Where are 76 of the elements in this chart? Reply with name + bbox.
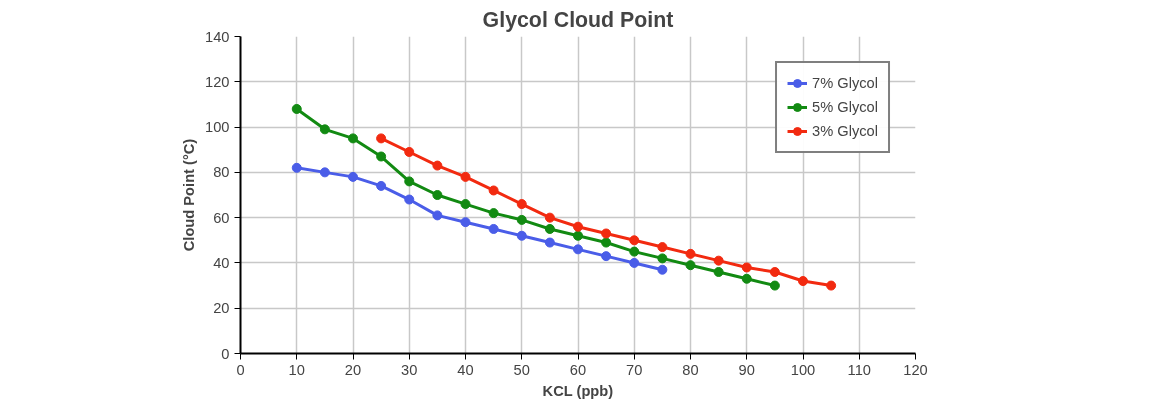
point: [291, 103, 302, 114]
point: [376, 133, 387, 144]
point: [319, 124, 330, 135]
point: [488, 208, 499, 219]
x-tick-label: 110: [847, 361, 871, 378]
point: [460, 199, 471, 210]
x-tick-label: 50: [513, 361, 530, 378]
point: [601, 228, 612, 239]
legend-label: 5% Glycol: [812, 99, 878, 115]
point: [769, 280, 780, 291]
point: [601, 251, 612, 262]
point: [404, 194, 415, 205]
x-tick-label: 40: [457, 361, 474, 378]
point: [348, 133, 358, 144]
x-axis-title: KCL (ppb): [542, 382, 614, 399]
point: [685, 248, 696, 259]
point: [573, 230, 583, 241]
point: [629, 257, 640, 268]
y-tick-label: 100: [205, 119, 230, 136]
x-tick-label: 0: [236, 361, 245, 378]
point: [573, 244, 583, 255]
point: [432, 160, 443, 171]
x-tick-label: 120: [903, 361, 928, 378]
point: [348, 171, 358, 182]
point: [404, 176, 415, 187]
x-tick-label: 20: [344, 361, 362, 378]
point: [291, 162, 302, 173]
y-axis-title: Cloud Point (°C): [181, 138, 198, 252]
point: [432, 210, 443, 221]
chart-title: Glycol Cloud Point: [482, 7, 674, 32]
y-tick-label: 20: [213, 300, 230, 317]
point: [516, 214, 527, 225]
point: [488, 185, 499, 196]
point: [404, 146, 415, 157]
point: [319, 167, 330, 178]
y-tick-label: 120: [205, 73, 230, 90]
point: [713, 255, 724, 266]
y-tick-label: 140: [205, 28, 230, 45]
legend-label: 7% Glycol: [812, 75, 878, 91]
y-tick-label: 60: [213, 209, 230, 226]
point: [544, 237, 555, 248]
point: [460, 171, 471, 182]
point: [516, 230, 527, 241]
point: [798, 276, 808, 287]
y-tick-label: 0: [221, 345, 230, 362]
point: [544, 223, 555, 234]
point: [432, 190, 443, 200]
point: [657, 264, 668, 275]
point: [629, 235, 640, 246]
point: [657, 242, 668, 253]
point: [826, 280, 837, 291]
legend-label: 3% Glycol: [812, 123, 878, 139]
point: [741, 262, 752, 273]
point: [601, 237, 612, 248]
point: [685, 260, 696, 271]
x-tick-label: 90: [738, 361, 755, 378]
point: [376, 180, 387, 191]
point: [769, 266, 780, 277]
point: [544, 212, 555, 223]
x-tick-label: 60: [569, 361, 587, 378]
x-tick-label: 30: [401, 361, 418, 378]
x-tick-label: 10: [288, 361, 305, 378]
point: [573, 221, 583, 232]
point: [460, 217, 471, 228]
point: [488, 223, 499, 234]
point: [657, 253, 668, 264]
point: [713, 266, 724, 277]
y-tick-label: 40: [213, 254, 230, 271]
y-tick-label: 80: [213, 164, 230, 181]
x-tick-label: 100: [790, 361, 816, 378]
point: [741, 273, 752, 284]
point: [516, 199, 527, 210]
x-tick-label: 70: [626, 361, 643, 378]
point: [629, 246, 640, 257]
point: [376, 151, 387, 162]
x-tick-label: 80: [682, 361, 699, 378]
